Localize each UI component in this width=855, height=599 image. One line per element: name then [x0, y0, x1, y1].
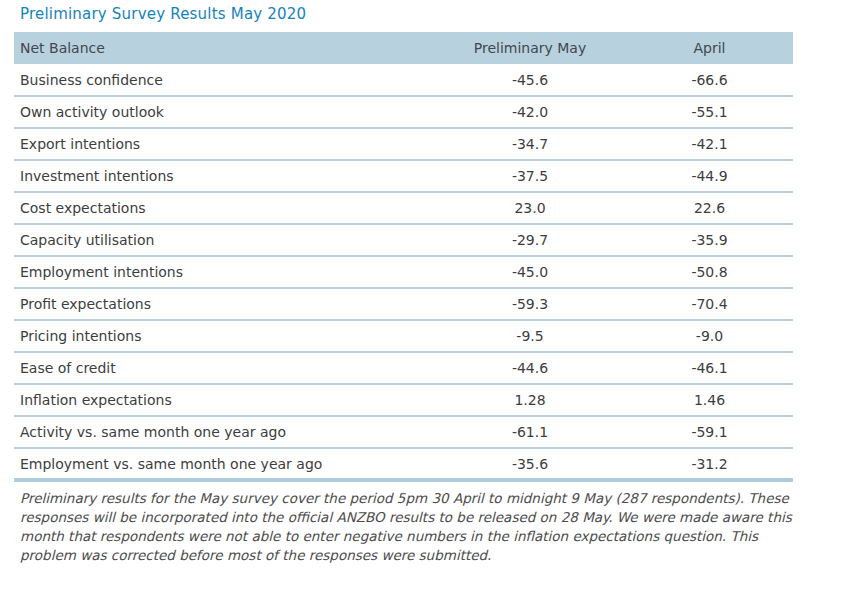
row-value-preliminary-may: -45.6 [434, 64, 626, 96]
table-row: Own activity outlook-42.0-55.1 [14, 96, 793, 128]
row-value-april: -9.0 [626, 320, 793, 352]
page-title: Preliminary Survey Results May 2020 [14, 5, 855, 23]
row-value-preliminary-may: -35.6 [434, 448, 626, 480]
table-header-row: Net Balance Preliminary May April [14, 32, 793, 64]
table-row: Inflation expectations1.281.46 [14, 384, 793, 416]
row-value-preliminary-may: -42.0 [434, 96, 626, 128]
row-value-april: -42.1 [626, 128, 793, 160]
table-row: Ease of credit-44.6-46.1 [14, 352, 793, 384]
row-value-april: -46.1 [626, 352, 793, 384]
row-label: Business confidence [14, 64, 434, 96]
table-row: Capacity utilisation-29.7-35.9 [14, 224, 793, 256]
table-row: Employment vs. same month one year ago-3… [14, 448, 793, 480]
row-label: Inflation expectations [14, 384, 434, 416]
row-value-preliminary-may: 1.28 [434, 384, 626, 416]
table-row: Pricing intentions-9.5-9.0 [14, 320, 793, 352]
footnote: Preliminary results for the May survey c… [14, 489, 795, 566]
row-value-preliminary-may: -44.6 [434, 352, 626, 384]
survey-results-table: Net Balance Preliminary May April Busine… [14, 32, 793, 482]
document-page: Preliminary Survey Results May 2020 Net … [0, 0, 855, 566]
table-row: Cost expectations23.022.6 [14, 192, 793, 224]
table-row: Activity vs. same month one year ago-61.… [14, 416, 793, 448]
row-label: Employment vs. same month one year ago [14, 448, 434, 480]
column-header-net-balance: Net Balance [14, 32, 434, 64]
row-value-preliminary-may: -59.3 [434, 288, 626, 320]
row-value-april: -66.6 [626, 64, 793, 96]
row-label: Profit expectations [14, 288, 434, 320]
table-row: Export intentions-34.7-42.1 [14, 128, 793, 160]
row-label: Investment intentions [14, 160, 434, 192]
table-body: Business confidence-45.6-66.6Own activit… [14, 64, 793, 480]
row-label: Capacity utilisation [14, 224, 434, 256]
row-value-preliminary-may: -45.0 [434, 256, 626, 288]
row-value-april: 1.46 [626, 384, 793, 416]
row-value-april: -44.9 [626, 160, 793, 192]
row-value-april: -59.1 [626, 416, 793, 448]
row-value-preliminary-may: 23.0 [434, 192, 626, 224]
table-row: Profit expectations-59.3-70.4 [14, 288, 793, 320]
row-value-preliminary-may: -34.7 [434, 128, 626, 160]
row-value-april: -35.9 [626, 224, 793, 256]
row-value-preliminary-may: -61.1 [434, 416, 626, 448]
row-value-preliminary-may: -9.5 [434, 320, 626, 352]
row-label: Employment intentions [14, 256, 434, 288]
row-value-april: -31.2 [626, 448, 793, 480]
table-header: Net Balance Preliminary May April [14, 32, 793, 64]
row-value-april: -70.4 [626, 288, 793, 320]
row-value-april: -55.1 [626, 96, 793, 128]
row-label: Cost expectations [14, 192, 434, 224]
row-label: Ease of credit [14, 352, 434, 384]
row-label: Own activity outlook [14, 96, 434, 128]
row-value-preliminary-may: -37.5 [434, 160, 626, 192]
row-label: Activity vs. same month one year ago [14, 416, 434, 448]
row-value-preliminary-may: -29.7 [434, 224, 626, 256]
table-row: Business confidence-45.6-66.6 [14, 64, 793, 96]
column-header-april: April [626, 32, 793, 64]
row-value-april: 22.6 [626, 192, 793, 224]
row-label: Pricing intentions [14, 320, 434, 352]
row-label: Export intentions [14, 128, 434, 160]
column-header-preliminary-may: Preliminary May [434, 32, 626, 64]
table-row: Employment intentions-45.0-50.8 [14, 256, 793, 288]
table-row: Investment intentions-37.5-44.9 [14, 160, 793, 192]
row-value-april: -50.8 [626, 256, 793, 288]
